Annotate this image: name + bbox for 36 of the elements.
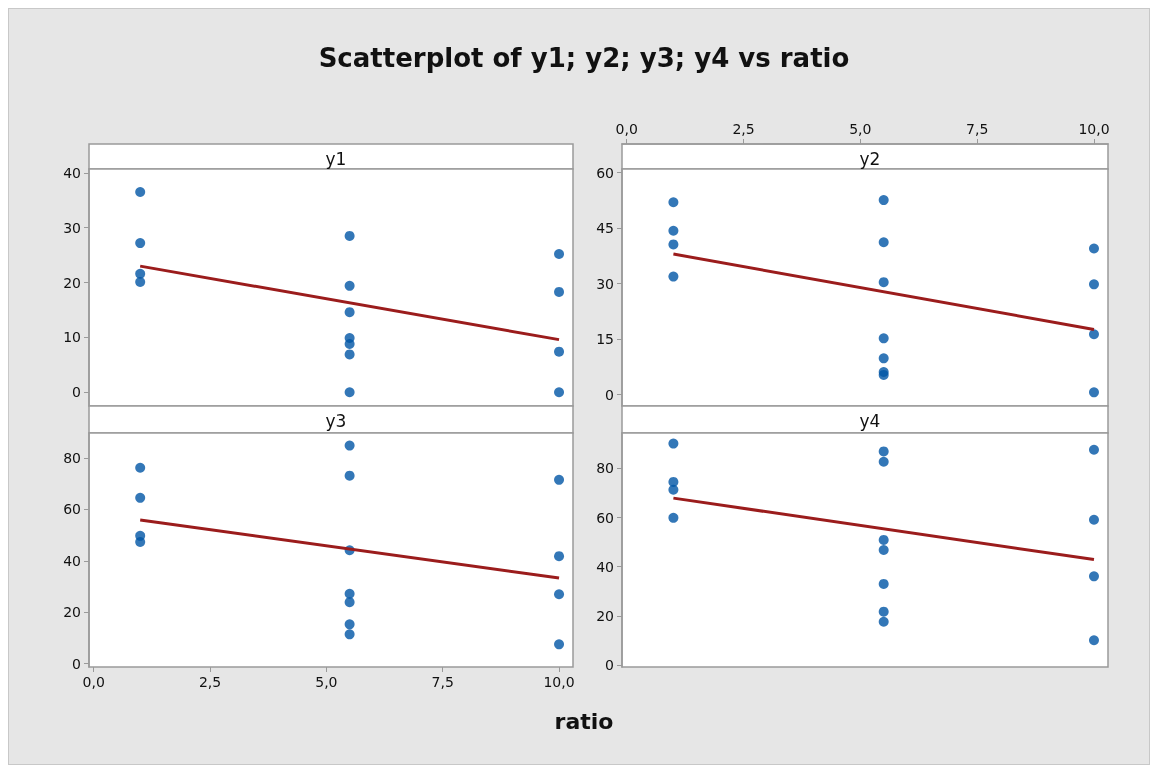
- y-tick-label: 20: [63, 604, 81, 621]
- y-tick-label: 30: [63, 219, 81, 236]
- y-tick-label: 40: [63, 552, 81, 569]
- y-tick-label: 60: [596, 509, 614, 526]
- y-tick-label: 40: [596, 558, 614, 575]
- y-tick-label: 30: [596, 275, 614, 292]
- y-tick-label: 10: [63, 329, 81, 346]
- x2-tick-label: 2,5: [732, 121, 755, 137]
- x2-tick-label: 7,5: [966, 121, 989, 137]
- x-tick-label: 5,0: [315, 674, 338, 690]
- y-tick-label: 60: [596, 164, 614, 181]
- y-tick-label: 0: [72, 655, 81, 672]
- y-tick-label: 20: [596, 607, 614, 624]
- text: Scatterplot of y1; y2; y3; y4 vs ratio: [317, 43, 851, 73]
- chart-title: y2: [859, 148, 881, 169]
- x-tick-label: 10,0: [543, 674, 575, 690]
- y-tick-label: 0: [605, 386, 614, 403]
- y-tick-label: 0: [605, 657, 614, 674]
- x2-tick-label: 5,0: [849, 121, 872, 137]
- x-tick-label: 0,0: [82, 674, 105, 690]
- x-axis-title: ratio: [553, 709, 615, 734]
- y-tick-label: 0: [72, 384, 81, 401]
- y-tick-label: 20: [63, 274, 81, 291]
- x2-tick-label: 0,0: [615, 121, 638, 137]
- x-tick-label: 7,5: [431, 674, 454, 690]
- y-tick-label: 80: [596, 460, 614, 477]
- chart-title: y4: [859, 410, 881, 431]
- x-tick-label: 2,5: [198, 674, 222, 690]
- chart-title: y3: [325, 410, 347, 431]
- chart-title: y1: [325, 148, 347, 169]
- y-tick-label: 15: [596, 331, 614, 348]
- x2-tick-label: 10,0: [1078, 121, 1110, 137]
- y-tick-label: 45: [596, 220, 614, 237]
- y-tick-label: 40: [63, 164, 81, 181]
- y-tick-label: 80: [63, 449, 81, 466]
- y-tick-label: 60: [63, 501, 81, 518]
